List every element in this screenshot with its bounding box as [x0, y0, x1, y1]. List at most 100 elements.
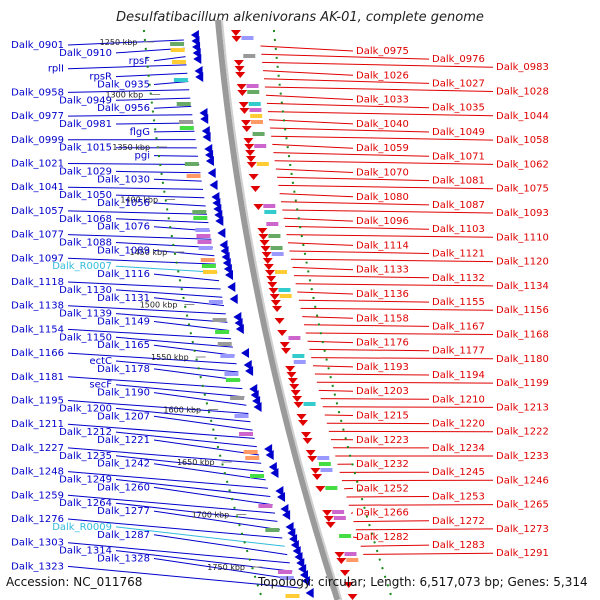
feature-block: [320, 468, 333, 472]
kbp-ticks: 1250 kbp 1300 kbp 1350 kbp 1400 kbp 1450 kbp…: [100, 38, 262, 572]
gene-link-left: [67, 542, 290, 564]
gene-link-right: [324, 414, 354, 416]
gene-arrow-left: [214, 210, 223, 220]
gene-label-right: Dalk_1070: [356, 168, 409, 179]
gene-link-left: [67, 305, 226, 315]
gene-label-left: Dalk_1190: [97, 388, 150, 399]
gene-link-right: [302, 316, 354, 319]
gene-label-right: Dalk_1158: [356, 313, 409, 324]
feature-block: [171, 60, 186, 64]
gene-label-right: Dalk_1040: [356, 119, 409, 130]
gene-label-right: Dalk_1071: [432, 151, 485, 162]
gene-label-left: Dalk_0949: [59, 95, 112, 106]
feature-block: [200, 258, 215, 262]
gene-label-left: Dalk_0901: [11, 40, 64, 51]
gene-arrow-right: [323, 516, 334, 522]
gene-arrow-right: [287, 378, 298, 384]
gene-arrow-right: [266, 276, 277, 282]
gene-arrow-left: [289, 534, 298, 544]
gene-label-left: pgi: [135, 151, 150, 162]
gene-arrow-left: [290, 540, 299, 550]
gene-link-left: [67, 163, 200, 165]
gene-label-right: Dalk_1194: [432, 370, 485, 381]
gene-label-left: rplI: [48, 64, 64, 75]
gene-arrow-left: [191, 36, 200, 46]
gene-arrow-right: [347, 594, 358, 600]
feature-block: [241, 36, 254, 40]
gene-label-right: Dalk_1223: [356, 435, 409, 446]
gene-arrow-right: [285, 366, 296, 372]
gene-arrow-left: [280, 504, 289, 514]
gene-arrow-right: [250, 186, 261, 192]
gene-arrow-right: [325, 522, 336, 528]
gene-link-right: [304, 324, 430, 327]
gene-arrow-left: [253, 402, 262, 412]
feature-block: [186, 174, 201, 178]
feature-block: [192, 210, 207, 214]
gene-label-right: Dalk_1155: [432, 297, 485, 308]
gene-label-right: Dalk_1220: [432, 419, 485, 430]
kbp-tick-label: 1400 kbp: [120, 196, 158, 205]
gene-arrow-right: [233, 60, 244, 66]
gene-link-right: [311, 357, 494, 360]
gene-link-right: [297, 291, 354, 295]
gene-arrow-left: [205, 150, 214, 160]
feature-block: [230, 396, 245, 400]
gene-arrow-right: [293, 402, 304, 408]
gene-arrow-left: [192, 48, 201, 58]
gene-label-right: Dalk_1120: [496, 257, 549, 268]
gene-arrow-right: [334, 552, 345, 558]
gene-label-right: Dalk_0983: [496, 62, 549, 73]
gene-link-left: [67, 114, 193, 117]
gene-label-right: Dalk_1222: [496, 427, 549, 438]
gene-link-left: [115, 360, 239, 373]
feature-block: [212, 318, 227, 322]
gene-link-right: [353, 520, 430, 523]
gene-arrow-left: [211, 192, 220, 202]
gene-label-left: Dalk_1276: [11, 514, 64, 525]
gene-link-right: [289, 250, 430, 254]
gene-arrow-right: [336, 558, 347, 564]
feature-block: [256, 162, 269, 166]
gene-label-left: Dalk_1089: [97, 245, 150, 256]
gene-link-left: [115, 431, 257, 448]
kbp-tick-label: 1650 kbp: [177, 458, 215, 467]
gene-arrow-right: [265, 270, 275, 276]
gene-label-right: Dalk_1156: [496, 305, 549, 316]
genome-backbone: [215, 19, 341, 600]
gene-link-left: [115, 72, 188, 78]
gene-label-right: Dalk_1233: [496, 451, 549, 462]
gene-label-right: Dalk_1168: [496, 330, 549, 341]
gene-arrow-right: [289, 384, 300, 390]
gene-link-right: [346, 496, 430, 498]
gene-link-right: [271, 135, 494, 141]
gene-link-right: [277, 176, 430, 182]
gene-arrow-left: [277, 492, 286, 502]
gene-arrow-left: [192, 42, 201, 52]
feature-block: [217, 342, 232, 346]
gene-link-left: [153, 178, 202, 182]
gene-arrow-left: [200, 114, 209, 124]
feature-block: [325, 486, 338, 490]
gene-link-left: [115, 526, 285, 547]
gene-arrow-left: [245, 366, 254, 376]
gene-label-right: Dalk_1291: [496, 548, 549, 559]
gene-label-right: Dalk_1028: [496, 87, 549, 98]
gene-link-left: [67, 186, 203, 190]
gene-link-left: [115, 407, 251, 423]
outline-right: [272, 29, 394, 600]
feature-block: [270, 246, 283, 250]
gene-label-right: Dalk_1176: [356, 338, 409, 349]
gene-arrow-left: [296, 558, 305, 568]
feature-block: [224, 372, 239, 376]
feature-block: [170, 42, 185, 46]
gene-link-right: [360, 544, 430, 547]
gene-label-right: Dalk_1062: [496, 159, 549, 170]
gene-label-right: Dalk_1210: [432, 394, 485, 405]
gene-arrow-right: [241, 126, 252, 132]
gene-link-right: [363, 552, 494, 555]
gene-link-right: [278, 184, 494, 190]
gene-label-left: Dalk_1166: [11, 348, 64, 359]
gene-link-left: [153, 130, 195, 133]
gene-label-left: ectC: [89, 356, 112, 367]
